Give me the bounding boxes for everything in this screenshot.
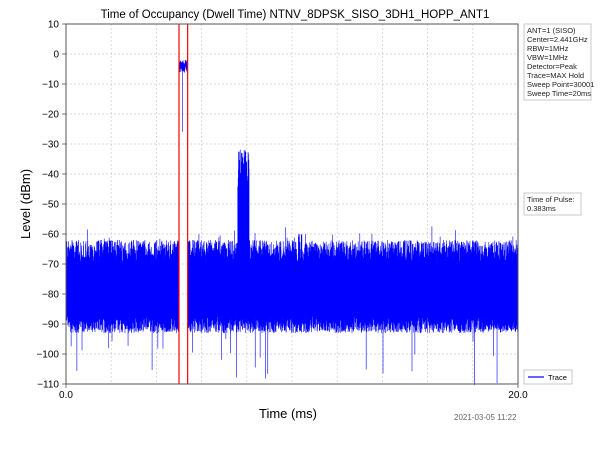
- x-tick-label-start: 0.0: [59, 390, 73, 401]
- pulse-box-value: 0.383ms: [527, 204, 556, 213]
- y-tick-label: −60: [42, 230, 59, 241]
- y-axis-label: Level (dBm): [18, 169, 33, 239]
- y-tick-label: 10: [48, 20, 60, 31]
- info-box-line: Sweep Time=20ms: [527, 89, 591, 98]
- y-tick-label: 0: [53, 50, 59, 61]
- y-tick-label: −100: [36, 350, 59, 361]
- info-box-lines: ANT=1 (SISO)Center=2.441GHzRBW=1MHzVBW=1…: [527, 26, 594, 98]
- x-tick-label-end: 20.0: [508, 390, 528, 401]
- y-tick-label: −40: [42, 170, 59, 181]
- timestamp: 2021-03-05 11:22: [454, 413, 517, 422]
- y-tick-label: −80: [42, 290, 59, 301]
- pulse-box: [523, 192, 582, 216]
- legend-label: Trace: [548, 373, 567, 382]
- info-box-line: RBW=1MHz: [527, 44, 569, 53]
- pulse-box-label: Time of Pulse:: [527, 195, 575, 204]
- info-box-line: ANT=1 (SISO): [527, 26, 576, 35]
- info-box-line: Sweep Point=30001: [527, 80, 594, 89]
- info-box-line: Trace=MAX Hold: [527, 71, 584, 80]
- info-box: [523, 23, 592, 101]
- y-tick-label: −70: [42, 260, 59, 271]
- y-tick-label: −50: [42, 200, 59, 211]
- y-axis-ticks: 10 0 −10 −20 −30 −40 −50 −60 −70 −80 −90 −100 −110: [36, 20, 519, 391]
- y-tick-label: −90: [42, 320, 59, 331]
- y-tick-label: −30: [42, 140, 59, 151]
- info-box-line: Center=2.441GHz: [527, 35, 588, 44]
- legend: [523, 369, 573, 385]
- marker-lines: [178, 24, 189, 384]
- info-box-line: Detector=Peak: [527, 62, 577, 71]
- info-box-line: VBW=1MHz: [527, 53, 568, 62]
- x-axis-label: Time (ms): [259, 406, 317, 421]
- y-tick-label: −110: [37, 380, 59, 391]
- y-tick-label: −10: [42, 80, 59, 91]
- y-tick-label: −20: [42, 110, 59, 121]
- chart-title: Time of Occupancy (Dwell Time) NTNV_8DPS…: [101, 9, 490, 21]
